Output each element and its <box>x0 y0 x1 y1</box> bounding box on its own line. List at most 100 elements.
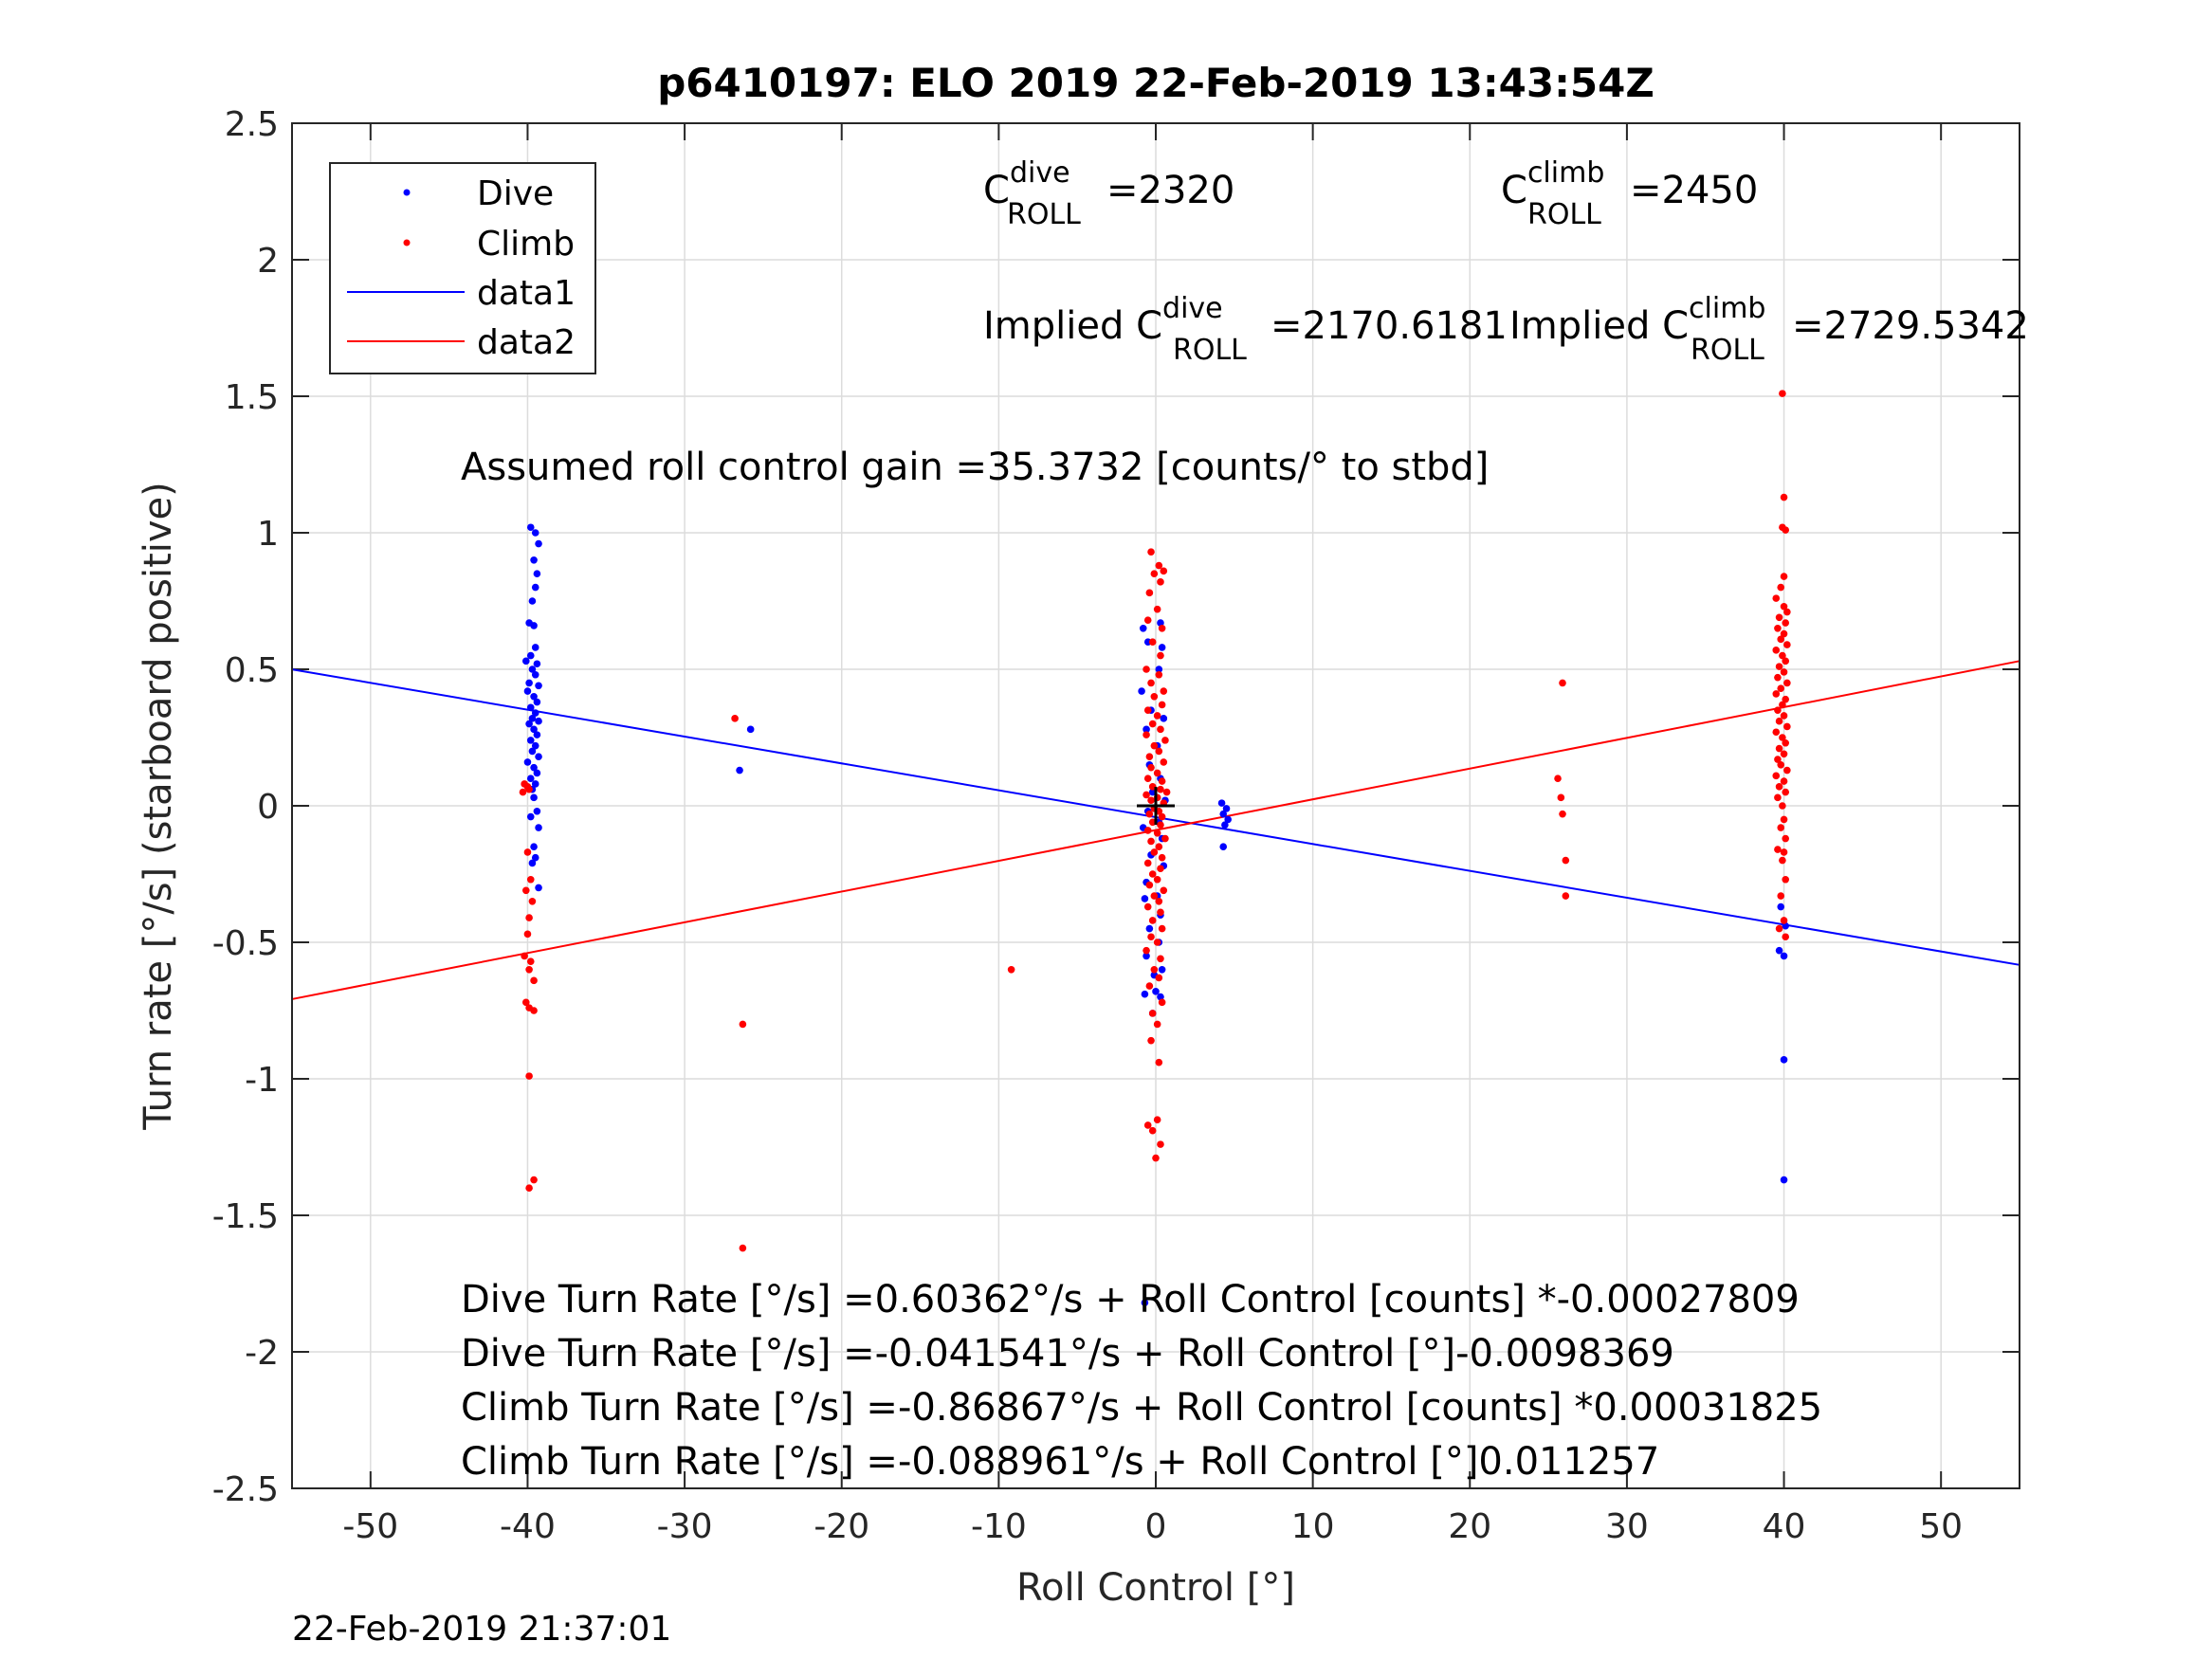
climb-point <box>1774 625 1782 632</box>
dive-point <box>530 725 538 734</box>
dive-point <box>525 720 533 728</box>
implied-dive-prefix: Implied C <box>983 304 1162 348</box>
x-tick-label: 40 <box>1763 1507 1806 1546</box>
climb-point <box>739 1020 747 1029</box>
climb-point <box>1147 796 1155 805</box>
implied-dive-sub: ROLL <box>1173 334 1247 367</box>
implied-c-roll-dive-annotation: Implied Cdive ROLL =2170.6181 <box>983 292 1508 367</box>
dive-point <box>526 651 535 660</box>
climb-point <box>1150 693 1159 701</box>
dive-point <box>523 758 532 766</box>
climb-point <box>739 1244 747 1252</box>
climb-point <box>1148 1010 1157 1017</box>
climb-point <box>1148 720 1157 728</box>
climb-point <box>1779 734 1786 741</box>
c-roll-dive-sub: ROLL <box>1007 198 1081 231</box>
implied-climb-sup: climb <box>1689 292 1765 325</box>
climb-point <box>1147 933 1155 941</box>
dive-point <box>533 807 541 815</box>
legend-data2-label: data2 <box>477 323 576 362</box>
c-roll-climb-base: C <box>1501 169 1527 212</box>
dive-point <box>1158 966 1166 974</box>
dive-point <box>1219 843 1228 850</box>
climb-point <box>1157 908 1164 917</box>
climb-point <box>1157 725 1164 734</box>
dive-point <box>531 583 539 592</box>
c-roll-dive-base: C <box>983 169 1010 212</box>
y-tick-label: 1 <box>257 515 279 554</box>
climb-point <box>1780 573 1788 580</box>
dive-point <box>1138 687 1145 695</box>
climb-point <box>1153 712 1161 720</box>
climb-point <box>1153 605 1161 613</box>
y-tick-label: 2 <box>257 242 279 281</box>
climb-point <box>1774 673 1782 682</box>
chart-title: p6410197: ELO 2019 22-Feb-2019 13:43:54Z <box>657 60 1654 106</box>
y-tick-label: -1.5 <box>212 1197 279 1236</box>
climb-point <box>1147 837 1155 846</box>
climb-point <box>1777 761 1785 769</box>
climb-point <box>521 998 530 1007</box>
climb-point <box>1780 917 1788 924</box>
dive-point <box>1141 895 1149 902</box>
climb-point <box>1143 902 1152 911</box>
climb-point <box>1157 651 1164 660</box>
climb-point <box>1153 830 1161 837</box>
climb-point <box>1153 939 1161 946</box>
dive-point <box>535 717 542 725</box>
climb-point <box>1777 824 1785 831</box>
dive-point <box>526 812 535 821</box>
climb-point <box>1147 548 1155 556</box>
climb-point <box>528 898 537 905</box>
climb-point <box>521 952 528 960</box>
climb-point <box>1559 810 1566 818</box>
climb-point <box>1157 578 1164 586</box>
legend-dive-marker <box>403 189 411 196</box>
dive-point <box>1143 725 1150 734</box>
climb-point <box>1780 750 1788 758</box>
climb-point <box>1779 651 1786 660</box>
climb-point <box>1155 561 1163 570</box>
dive-point <box>526 703 535 712</box>
climb-point <box>1143 665 1150 673</box>
dive-point <box>1775 946 1783 955</box>
climb-point <box>1145 753 1154 760</box>
climb-point <box>1780 777 1788 785</box>
climb-point <box>1775 717 1783 725</box>
climb-point <box>1772 594 1781 602</box>
climb-point <box>530 1007 538 1014</box>
climb-point <box>1143 706 1152 714</box>
climb-point <box>1147 763 1155 772</box>
y-tick-label: 1.5 <box>225 378 279 417</box>
climb-point <box>1155 898 1163 905</box>
dive-point <box>535 539 542 548</box>
climb-point <box>1780 668 1788 676</box>
climb-point <box>1783 641 1791 648</box>
climb-point <box>1153 875 1161 884</box>
climb-point <box>1153 769 1161 777</box>
dive-point <box>1157 993 1164 1001</box>
implied-climb-sub: ROLL <box>1691 334 1764 367</box>
climb-point <box>1780 602 1788 611</box>
climb-point <box>1158 812 1166 821</box>
climb-point <box>525 966 533 974</box>
climb-point <box>1155 843 1163 850</box>
dive-point <box>531 670 539 679</box>
climb-point <box>526 875 535 884</box>
dive-point <box>528 597 537 605</box>
axis-ticks: -50 -40 -30 -20 -10 0 10 20 30 40 50 2.5 2 1.5 1 0.5 0 -0… <box>212 105 2020 1546</box>
climb-point <box>525 1072 533 1080</box>
dive-point <box>526 523 535 532</box>
climb-point <box>1157 865 1164 873</box>
origin-cross-marker <box>1137 787 1175 825</box>
y-tick-label: -1 <box>245 1061 279 1100</box>
climb-point <box>1158 701 1166 709</box>
dive-point <box>1160 715 1168 722</box>
climb-point <box>1774 706 1782 714</box>
dive-point <box>530 622 538 629</box>
climb-point <box>1557 793 1565 802</box>
climb-point <box>1783 766 1791 775</box>
dive-point <box>531 741 539 750</box>
climb-fit-counts-equation: Climb Turn Rate [°/s] =-0.86867°/s + Rol… <box>461 1386 1822 1430</box>
